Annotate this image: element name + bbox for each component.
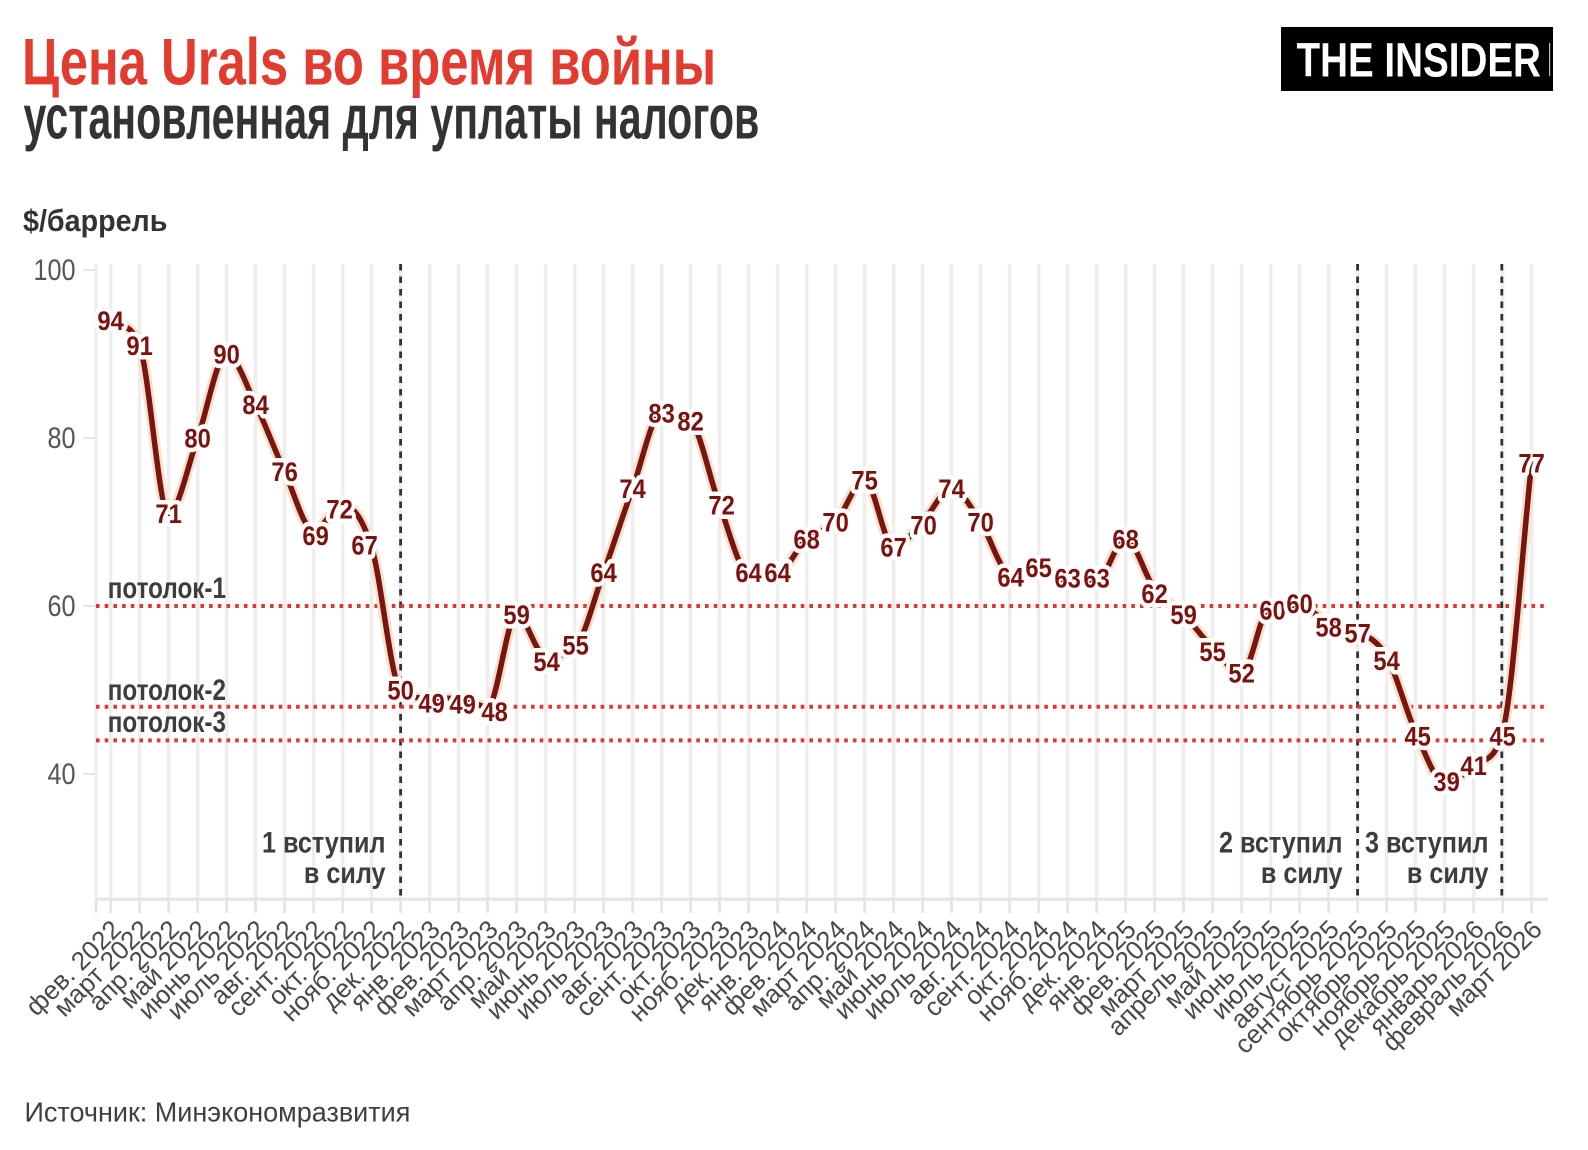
svg-text:80: 80: [184, 424, 210, 454]
svg-text:в силу: в силу: [1261, 856, 1343, 890]
svg-text:49: 49: [418, 689, 444, 719]
svg-text:64: 64: [590, 559, 616, 589]
svg-text:63: 63: [1054, 564, 1080, 594]
svg-text:48: 48: [481, 698, 507, 728]
svg-text:39: 39: [1433, 768, 1459, 798]
svg-text:72: 72: [708, 491, 734, 521]
svg-text:потолок-2: потолок-2: [108, 672, 226, 706]
svg-text:75: 75: [851, 466, 877, 496]
svg-text:41: 41: [1460, 752, 1486, 782]
svg-text:52: 52: [1228, 659, 1254, 689]
svg-text:59: 59: [1170, 601, 1196, 631]
svg-text:60: 60: [47, 589, 75, 623]
svg-text:70: 70: [822, 508, 848, 538]
svg-text:70: 70: [910, 511, 936, 541]
svg-text:45: 45: [1489, 722, 1515, 752]
svg-text:потолок-1: потолок-1: [108, 570, 226, 604]
svg-text:91: 91: [126, 332, 152, 362]
svg-text:THE INSIDER: THE INSIDER: [1297, 35, 1541, 88]
svg-text:76: 76: [271, 458, 297, 488]
svg-text:82: 82: [677, 407, 703, 437]
svg-text:62: 62: [1141, 580, 1167, 610]
svg-text:45: 45: [1404, 722, 1430, 752]
svg-text:84: 84: [242, 391, 268, 421]
svg-text:54: 54: [1373, 647, 1399, 677]
svg-text:70: 70: [967, 508, 993, 538]
svg-text:72: 72: [326, 495, 352, 525]
svg-text:в силу: в силу: [304, 856, 386, 890]
svg-text:49: 49: [449, 690, 475, 720]
svg-text:Цена Urals во время войны: Цена Urals во время войны: [22, 26, 716, 99]
svg-text:1 вступил: 1 вступил: [262, 825, 386, 859]
svg-text:94: 94: [97, 307, 123, 337]
svg-text:63: 63: [1083, 564, 1109, 594]
svg-text:55: 55: [1199, 638, 1225, 668]
svg-text:80: 80: [47, 421, 75, 455]
svg-text:69: 69: [302, 522, 328, 552]
svg-text:74: 74: [619, 475, 645, 505]
svg-text:67: 67: [351, 531, 377, 561]
svg-text:74: 74: [938, 475, 964, 505]
svg-text:55: 55: [562, 631, 588, 661]
svg-text:60: 60: [1286, 590, 1312, 620]
svg-text:90: 90: [213, 340, 239, 370]
svg-text:83: 83: [648, 399, 674, 429]
svg-text:40: 40: [47, 757, 75, 791]
svg-text:3 вступил: 3 вступил: [1365, 825, 1489, 859]
svg-text:65: 65: [1025, 554, 1051, 584]
svg-text:Источник: Минэкономразвития: Источник: Минэкономразвития: [25, 1096, 411, 1128]
svg-text:установленная для уплаты налог: установленная для уплаты налогов: [24, 83, 760, 153]
svg-text:68: 68: [1112, 525, 1138, 555]
svg-text:57: 57: [1344, 619, 1370, 649]
svg-text:59: 59: [503, 601, 529, 631]
svg-text:2 вступил: 2 вступил: [1219, 825, 1343, 859]
svg-text:$/баррель: $/баррель: [23, 204, 167, 238]
svg-text:потолок-3: потолок-3: [108, 704, 226, 738]
svg-text:100: 100: [33, 253, 75, 287]
svg-text:64: 64: [997, 563, 1023, 593]
svg-text:71: 71: [155, 500, 181, 530]
svg-text:77: 77: [1518, 449, 1544, 479]
svg-text:64: 64: [764, 559, 790, 589]
svg-text:54: 54: [533, 648, 559, 678]
svg-text:64: 64: [735, 559, 761, 589]
svg-text:58: 58: [1315, 613, 1341, 643]
svg-text:68: 68: [793, 525, 819, 555]
svg-text:50: 50: [387, 676, 413, 706]
svg-text:60: 60: [1259, 596, 1285, 626]
svg-text:в силу: в силу: [1407, 856, 1489, 890]
svg-text:67: 67: [880, 533, 906, 563]
